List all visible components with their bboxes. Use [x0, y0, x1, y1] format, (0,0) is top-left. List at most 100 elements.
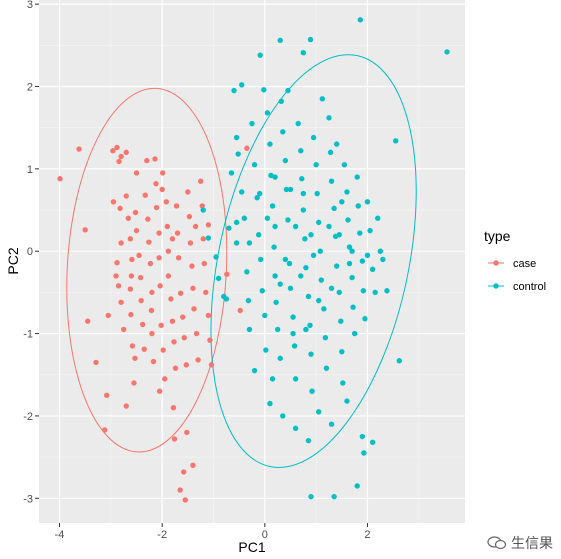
case-point: [160, 347, 166, 353]
control-point: [277, 281, 283, 287]
control-point: [384, 288, 390, 294]
control-point: [338, 318, 344, 324]
control-point: [318, 277, 324, 283]
control-point: [246, 326, 253, 333]
control-point: [282, 256, 289, 263]
case-point: [172, 365, 179, 371]
case-point: [171, 436, 178, 442]
case-point: [207, 337, 213, 343]
control-point: [364, 199, 371, 205]
case-point: [141, 346, 147, 352]
case-point: [156, 255, 162, 261]
control-point: [316, 297, 322, 304]
control-point: [226, 225, 232, 231]
control-point: [340, 380, 346, 386]
case-point: [139, 321, 146, 328]
control-point: [336, 289, 342, 296]
control-point: [375, 215, 381, 221]
case-point: [159, 186, 165, 193]
control-point: [326, 223, 332, 230]
case-point: [125, 215, 132, 221]
control-point: [213, 254, 219, 260]
y-tick-label: 3: [27, 0, 33, 11]
control-point: [264, 215, 271, 221]
case-point: [136, 252, 142, 259]
control-point: [328, 421, 335, 427]
case-point: [171, 339, 177, 345]
case-point: [159, 170, 166, 176]
control-point: [313, 162, 319, 168]
control-point: [309, 388, 315, 394]
control-point: [200, 207, 206, 213]
case-point: [128, 311, 134, 318]
control-point: [292, 223, 299, 230]
control-point: [235, 151, 241, 157]
control-point: [215, 275, 222, 282]
x-tick-label: 0: [262, 529, 268, 541]
case-point: [153, 180, 159, 187]
y-tick-label: 0: [27, 246, 33, 258]
case-point: [187, 240, 194, 246]
case-point: [118, 240, 124, 246]
y-tick-label: -1: [23, 329, 33, 341]
control-point: [300, 50, 307, 56]
case-point: [101, 427, 108, 433]
case-point: [224, 271, 230, 277]
control-point: [444, 49, 450, 55]
case-point: [118, 153, 124, 160]
control-point: [380, 256, 386, 263]
control-point: [261, 87, 267, 93]
case-point: [57, 176, 63, 182]
case-point: [165, 273, 172, 279]
control-point: [272, 273, 278, 279]
control-point: [354, 483, 360, 489]
x-tick-label: -4: [55, 529, 65, 541]
control-point: [246, 240, 253, 246]
case-point: [208, 362, 215, 368]
y-tick-label: 1: [27, 164, 33, 176]
control-point: [292, 376, 299, 382]
case-point: [114, 144, 120, 151]
case-point: [182, 497, 188, 503]
control-point: [328, 178, 335, 184]
control-point: [228, 170, 235, 176]
grid-lines: [39, 0, 465, 523]
case-point: [205, 312, 212, 319]
control-point: [251, 367, 258, 374]
control-point: [280, 413, 286, 419]
control-point: [377, 248, 384, 254]
legend-title: type: [484, 228, 511, 244]
control-point: [249, 120, 255, 127]
control-point: [205, 235, 212, 241]
case-point: [174, 230, 181, 236]
control-point: [361, 450, 367, 456]
case-point: [123, 403, 129, 409]
case-point: [156, 230, 162, 236]
control-point: [307, 36, 314, 43]
control-point: [339, 199, 345, 205]
control-point: [267, 141, 273, 147]
control-point: [285, 217, 291, 223]
control-point: [351, 330, 358, 337]
case-point: [193, 330, 200, 337]
case-point: [145, 216, 151, 222]
case-point: [105, 312, 111, 319]
case-point: [131, 380, 137, 386]
case-point: [85, 318, 91, 324]
case-point: [156, 388, 163, 394]
case-point: [116, 158, 122, 165]
case-point: [191, 306, 197, 312]
control-point: [299, 176, 305, 182]
case-point: [181, 334, 187, 341]
control-point: [274, 326, 281, 333]
control-point: [272, 223, 278, 230]
control-point: [308, 351, 314, 357]
case-point: [192, 223, 199, 230]
control-point: [314, 190, 320, 197]
control-point: [331, 205, 337, 212]
control-point: [239, 189, 245, 195]
legend-key-point: [493, 260, 499, 266]
case-point: [128, 273, 135, 279]
control-point: [233, 240, 240, 246]
